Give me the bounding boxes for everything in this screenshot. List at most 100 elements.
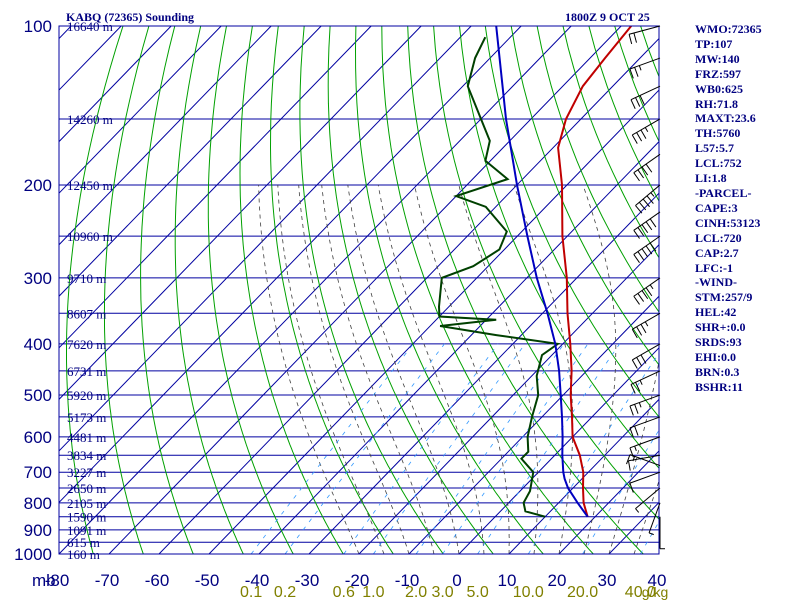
panel-line: LCL:752: [695, 156, 742, 171]
isotherm: [59, 26, 272, 246]
dry-adiabat: [299, 26, 444, 554]
panel-line: -WIND-: [695, 275, 737, 290]
moist-adiabat: [582, 184, 617, 554]
panel-line: TP:107: [695, 36, 733, 51]
height-label: 16640 m: [67, 19, 113, 34]
mixing-ratio-line: [284, 343, 445, 554]
temperature-tick-label: -60: [145, 571, 170, 590]
pressure-tick-label: 400: [24, 335, 52, 354]
temperature-tick-label: -40: [245, 571, 270, 590]
pressure-tick-label: 1000: [14, 545, 52, 564]
isotherm: [59, 26, 522, 504]
wind-barb: [629, 416, 661, 438]
mixing-ratio-unit: g/kg: [642, 584, 668, 600]
pressure-unit-label: mb: [32, 571, 56, 590]
isotherm: [59, 26, 322, 297]
pressure-tick-label: 700: [24, 463, 52, 482]
height-label: 3834 m: [67, 448, 106, 463]
panel-line: WB0:625: [695, 81, 743, 96]
height-label: 2650 m: [67, 481, 106, 496]
mixing-ratio-label: 0.6: [333, 584, 355, 600]
dry-adiabat: [327, 26, 494, 554]
isotherm: [508, 398, 659, 554]
valid-time: 1800Z 9 OCT 25: [565, 10, 650, 24]
temperature-tick-label: -20: [345, 571, 370, 590]
moist-adiabat: [377, 184, 485, 554]
temperature-tick-label: -30: [295, 571, 320, 590]
mixing-ratio-line: [373, 343, 526, 554]
temperature-tick-label: -70: [95, 571, 120, 590]
mixing-ratio-label: 1.0: [362, 584, 384, 600]
isotherm: [258, 140, 659, 554]
isotherm: [308, 192, 659, 554]
dry-adiabat: [510, 26, 659, 366]
panel-line: CAPE:3: [695, 200, 738, 215]
height-label: 2105 m: [67, 496, 106, 511]
dry-adiabat: [354, 26, 544, 554]
wind-barb: [629, 436, 661, 458]
wind-barb: [631, 312, 661, 339]
wind-barb: [631, 343, 661, 369]
panel-line: STM:257/9: [695, 290, 753, 305]
isotherm: [59, 26, 172, 143]
wind-barb: [633, 153, 661, 182]
panel-line: LFC:-1: [695, 260, 733, 275]
temperature-tick-label: -10: [395, 571, 420, 590]
height-label: 1590 m: [67, 510, 106, 525]
panel-line: MW:140: [695, 51, 740, 66]
isotherm: [158, 37, 659, 554]
dry-adiabat: [381, 26, 594, 554]
moist-adiabat: [277, 184, 385, 554]
panel-line: WMO:72365: [695, 22, 762, 36]
isotherm: [108, 26, 622, 554]
dry-adiabat: [239, 26, 344, 554]
temperature-tick-label: -50: [195, 571, 220, 590]
mixing-ratio-label: 40.0: [625, 584, 656, 600]
isotherm: [59, 26, 472, 452]
station-title: KABQ (72365) Sounding: [66, 10, 195, 24]
wind-barb: [648, 502, 661, 536]
pressure-tick-label: 500: [24, 386, 52, 405]
mixing-ratio-line: [343, 343, 499, 554]
isotherm: [208, 89, 659, 554]
wind-barb: [633, 235, 661, 263]
panel-line: HEL:42: [695, 305, 737, 320]
isotherm: [558, 450, 659, 554]
isotherm: [59, 26, 572, 554]
height-label: 3227 m: [67, 465, 106, 480]
height-label: 14260 m: [67, 112, 113, 127]
dry-adiabat: [433, 26, 659, 520]
height-label: 4481 m: [67, 430, 106, 445]
plot-border: [58, 25, 660, 555]
panel-line: LCL:720: [695, 230, 742, 245]
pressure-tick-label: 600: [24, 428, 52, 447]
moist-adiabat: [633, 479, 659, 554]
isotherm: [458, 347, 659, 554]
chart-grid: [59, 26, 659, 554]
height-label: 1091 m: [67, 523, 106, 538]
dewpoint-line: [437, 36, 561, 518]
panel-line: CINH:53123: [695, 215, 761, 230]
panel-line: FRZ:597: [695, 66, 741, 81]
panel-line: MAXT:23.6: [695, 111, 756, 126]
moist-adiabat: [298, 184, 410, 554]
wind-barb: [635, 487, 661, 513]
wind-barb: [628, 25, 661, 45]
height-label: 8607 m: [67, 306, 106, 321]
isotherm: [59, 26, 422, 401]
wind-barb: [629, 394, 661, 416]
indices-panel: WMO:72365 TP:107 MW:140 FRZ:597 WB0:625 RH:71…: [695, 22, 800, 395]
dry-adiabat: [103, 26, 150, 554]
panel-line: BSHR:11: [695, 379, 744, 394]
moist-adiabat: [608, 359, 659, 554]
moist-adiabat: [414, 184, 510, 554]
height-label: 6731 m: [67, 364, 106, 379]
dry-adiabat: [174, 26, 244, 554]
mixing-ratio-label: 2.0: [405, 584, 427, 600]
temperature-tick-label: 20: [548, 571, 567, 590]
wind-barb: [633, 277, 661, 305]
pressure-tick-label: 300: [24, 269, 52, 288]
temperature-line: [557, 26, 632, 517]
height-label: 5920 m: [67, 388, 106, 403]
